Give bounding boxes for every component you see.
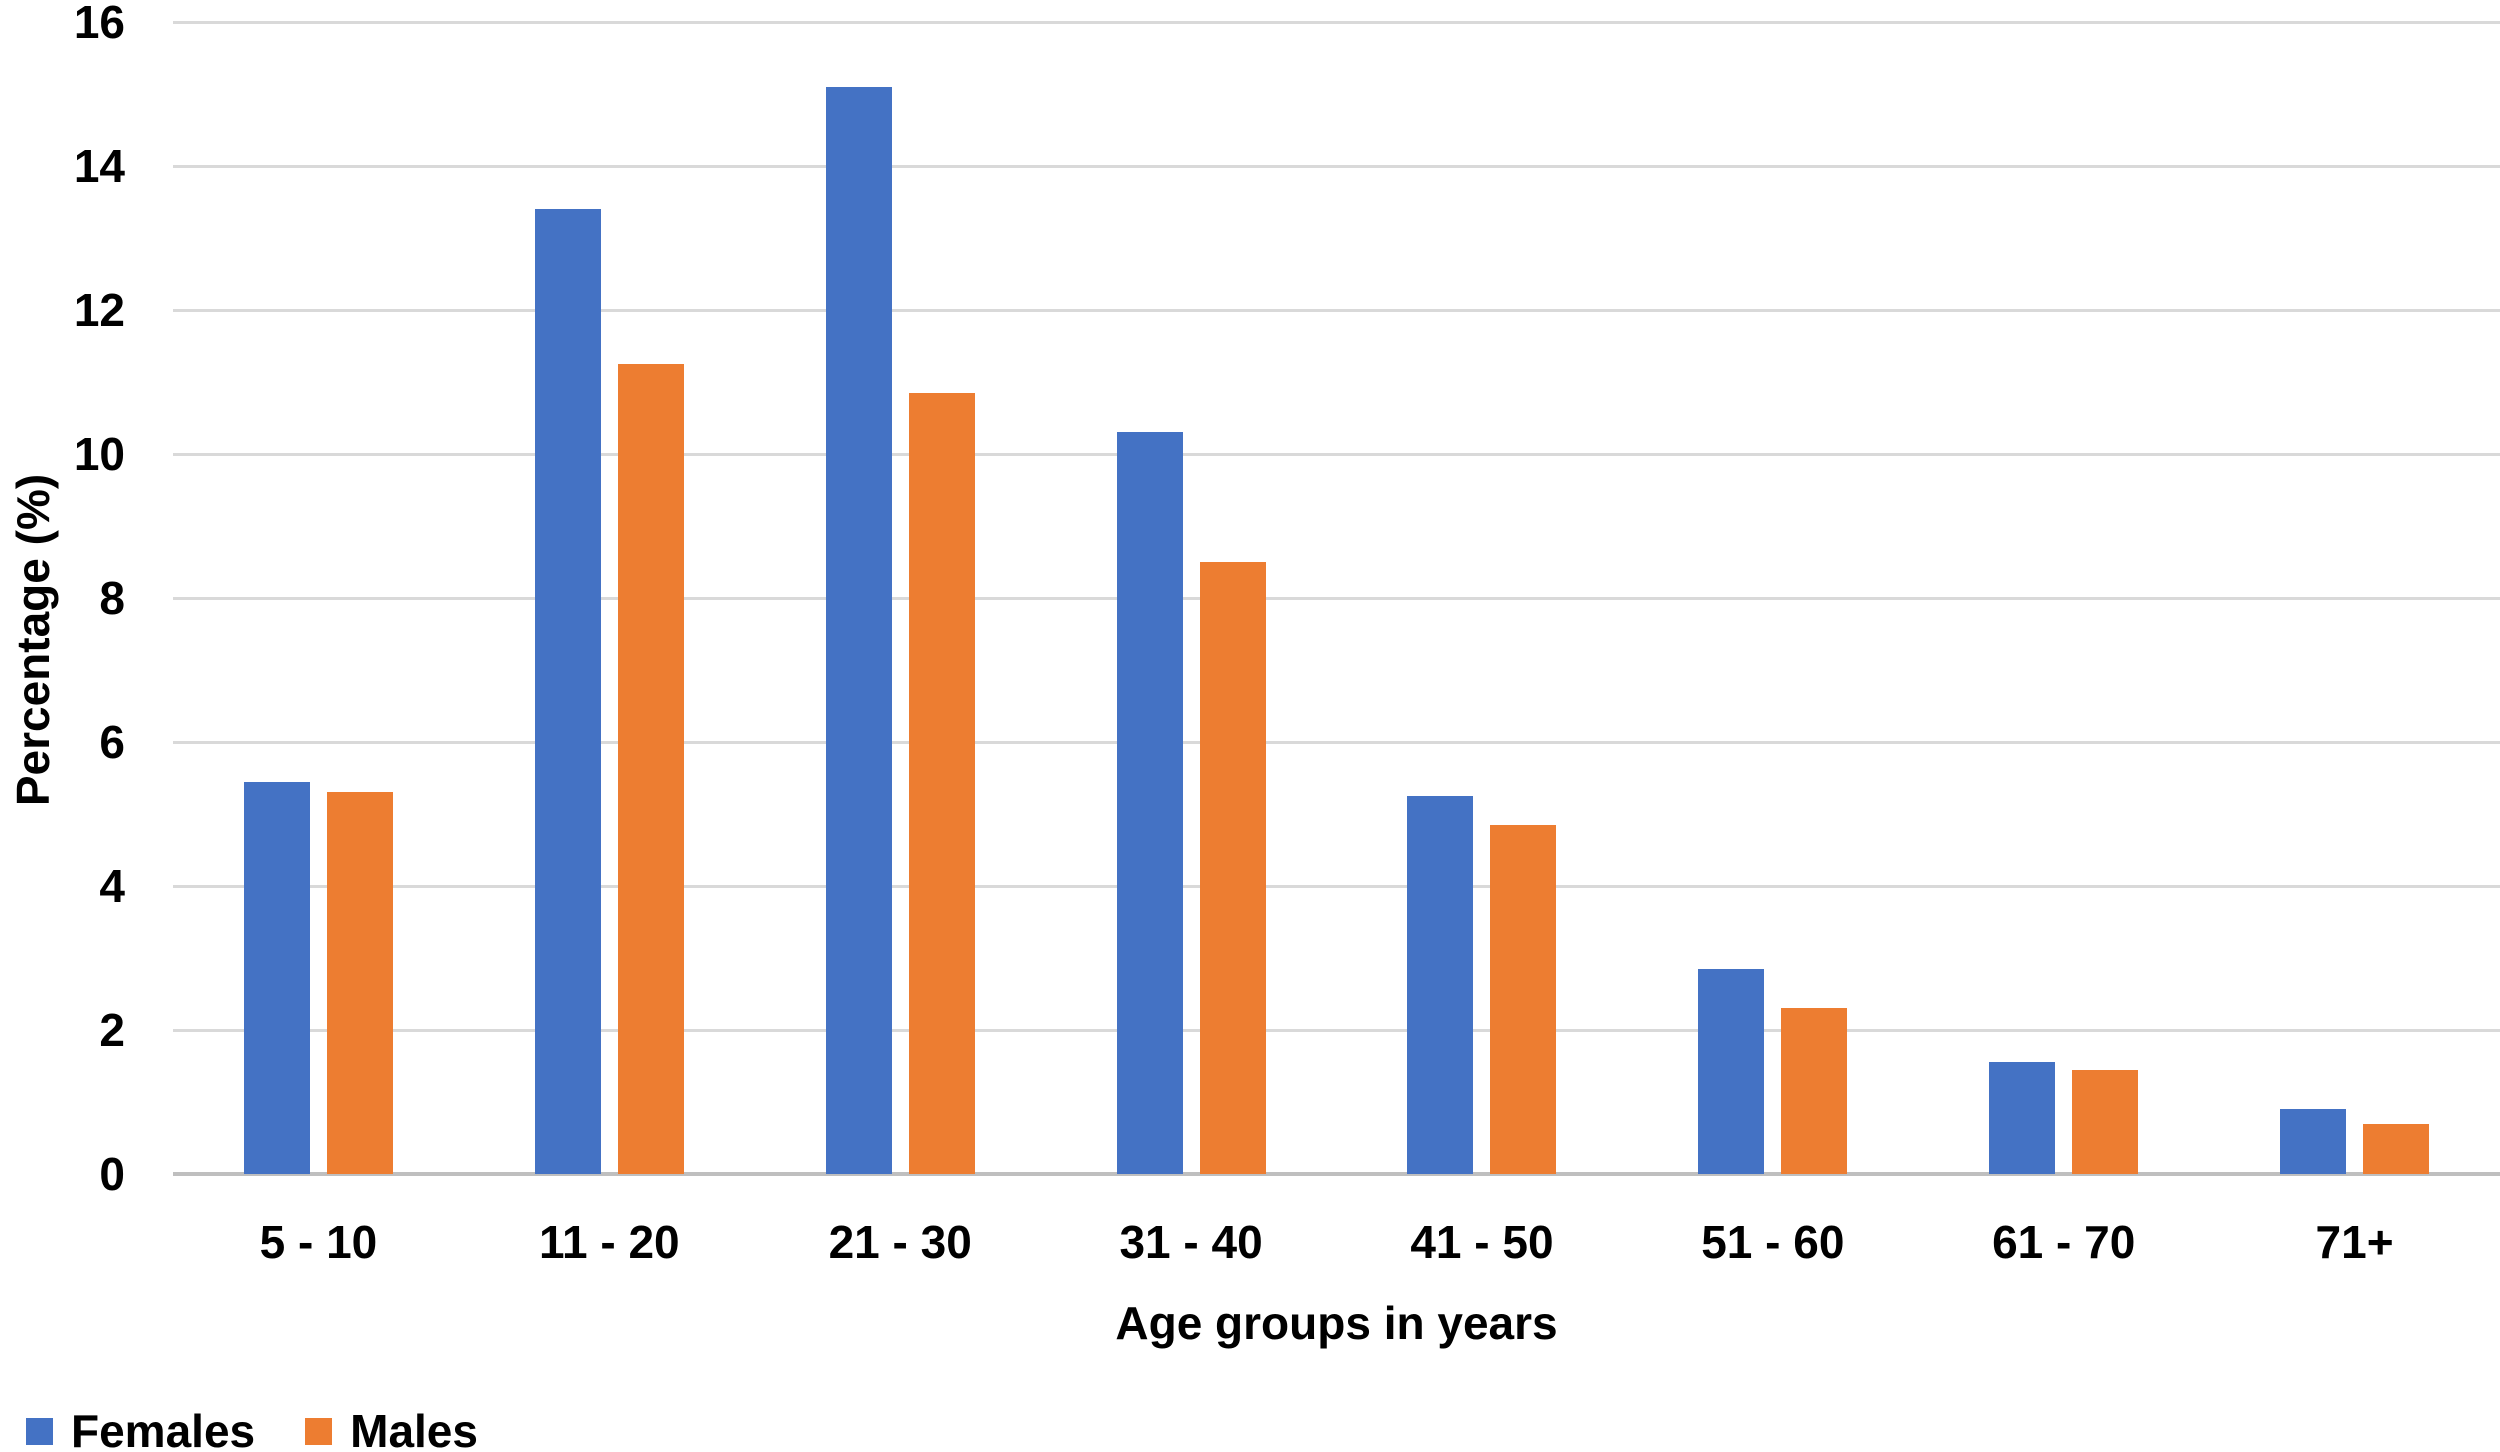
bar-group — [1627, 22, 1918, 1174]
x-tick-label: 51 - 60 — [1701, 1216, 1845, 1268]
bar-males — [1199, 562, 1266, 1174]
bar-females — [1407, 796, 1474, 1174]
bar-males — [2363, 1123, 2430, 1174]
bar-group — [1046, 22, 1337, 1174]
x-tick-label: 5 - 10 — [259, 1216, 378, 1268]
bar-females — [534, 209, 601, 1174]
y-tick-label: 6 — [99, 716, 125, 768]
legend-item-females: Females — [26, 1408, 255, 1452]
legend-label: Females — [71, 1405, 256, 1452]
legend-label: Males — [350, 1405, 478, 1452]
bar-males — [326, 792, 393, 1174]
y-tick-label: 4 — [99, 860, 125, 912]
legend: Females Males — [26, 1408, 478, 1452]
legend-swatch-males — [305, 1417, 333, 1445]
x-tick-label: 11 - 20 — [538, 1216, 680, 1268]
plot-area — [173, 20, 2500, 1176]
bar-females — [2280, 1109, 2347, 1174]
y-tick-label: 12 — [73, 284, 125, 336]
y-tick-label: 0 — [99, 1148, 125, 1200]
y-axis-tick-labels: 0 2 4 6 8 10 12 14 16 — [0, 0, 125, 1197]
y-axis-title: Percentage (%) — [7, 473, 59, 807]
gridline — [173, 452, 2500, 456]
bar-group — [1918, 22, 2209, 1174]
bar-females — [1116, 432, 1183, 1174]
x-tick-label: 61 - 70 — [1992, 1216, 2136, 1268]
bar-males — [617, 364, 684, 1174]
gridline — [173, 740, 2500, 744]
bar-males — [908, 392, 975, 1174]
bar-group — [173, 22, 464, 1174]
x-axis-tick-labels: 5 - 10 11 - 20 21 - 30 31 - 40 41 - 50 51 - 6… — [173, 1218, 2500, 1266]
gridline — [173, 884, 2500, 888]
bar-group — [2209, 22, 2500, 1174]
x-tick-label: 71+ — [2315, 1216, 2394, 1268]
bar-group — [464, 22, 755, 1174]
bar-females — [1989, 1062, 2056, 1174]
bar-group — [755, 22, 1046, 1174]
gridline — [173, 596, 2500, 600]
legend-swatch-females — [26, 1417, 53, 1445]
y-tick-label: 16 — [73, 0, 125, 48]
y-tick-label: 10 — [73, 428, 125, 480]
gridline — [173, 1028, 2500, 1032]
bar-males — [1781, 1008, 1848, 1174]
gridline — [173, 20, 2500, 24]
bar-group — [1337, 22, 1628, 1174]
bar-males — [1490, 824, 1557, 1174]
x-axis-line — [173, 1171, 2500, 1176]
bar-females — [825, 86, 892, 1174]
x-tick-label: 31 - 40 — [1119, 1216, 1263, 1268]
x-axis-title: Age groups in years — [1115, 1297, 1558, 1349]
gridline — [173, 164, 2500, 168]
y-tick-label: 8 — [99, 572, 125, 624]
bar-females — [1698, 968, 1765, 1174]
bar-females — [243, 781, 310, 1174]
x-tick-label: 21 - 30 — [828, 1216, 972, 1268]
legend-item-males: Males — [305, 1408, 478, 1452]
bar-groups — [173, 22, 2500, 1174]
bar-males — [2072, 1069, 2139, 1174]
x-tick-label: 41 - 50 — [1410, 1216, 1554, 1268]
y-tick-label: 14 — [73, 140, 125, 192]
gridline — [173, 308, 2500, 312]
y-tick-label: 2 — [99, 1004, 125, 1056]
